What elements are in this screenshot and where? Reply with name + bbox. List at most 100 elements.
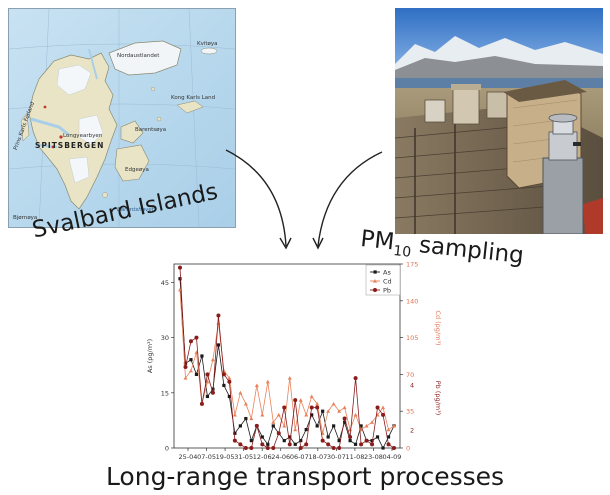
x-tick-label: 24-06 — [271, 453, 290, 461]
map-label-barentshavet: Barentshavet — [117, 207, 154, 213]
point-pb — [315, 405, 320, 410]
legend-marker-as — [373, 270, 377, 274]
right-tick-label: 0 — [406, 445, 410, 453]
point-as — [227, 394, 231, 399]
y-axis-label: As (pg/m³) — [146, 339, 154, 373]
right-minor-tick-label: 4 — [410, 381, 414, 389]
point-as — [189, 358, 193, 362]
x-tick-label: 04-09 — [383, 453, 402, 461]
point-cd — [271, 420, 276, 424]
y-tick-label: 0 — [165, 445, 169, 453]
point-pb — [216, 313, 221, 318]
point-cd — [265, 379, 270, 384]
point-as — [216, 343, 221, 347]
point-cd — [282, 423, 287, 428]
point-cd — [216, 320, 221, 325]
x-tick-label: 19-05 — [216, 453, 235, 461]
point-as — [381, 446, 385, 450]
x-tick-label: 30-07 — [327, 453, 346, 461]
point-pb — [331, 446, 336, 450]
point-cd — [364, 423, 369, 428]
point-as — [266, 442, 270, 446]
point-pb — [304, 442, 309, 447]
arrow-from-map — [225, 149, 287, 247]
point-as — [293, 442, 297, 446]
series-line-cd — [179, 289, 395, 434]
legend-label-cd: Cd — [383, 278, 392, 286]
point-as — [370, 439, 374, 443]
point-pb — [249, 446, 254, 450]
point-as — [332, 424, 336, 428]
point-as — [194, 372, 199, 376]
point-as — [244, 416, 248, 421]
point-as — [326, 435, 330, 439]
point-pb — [392, 446, 396, 450]
point-cd — [331, 401, 336, 406]
point-cd — [243, 401, 248, 406]
point-pb — [265, 446, 270, 450]
point-cd — [238, 390, 243, 395]
right-tick-label: 140 — [406, 297, 418, 305]
point-as — [348, 439, 352, 443]
point-cd — [353, 412, 358, 417]
nordaustlandet-island — [108, 40, 182, 76]
right-tick-label: 175 — [406, 261, 418, 269]
right-tick-label: 105 — [406, 334, 418, 342]
point-as — [178, 277, 182, 281]
point-pb — [287, 442, 292, 447]
point-as — [271, 424, 275, 428]
point-pb — [359, 442, 364, 447]
point-pb — [326, 442, 331, 447]
map-label-nordaustlandet: Nordaustlandet — [117, 53, 160, 59]
pm10-sampling-photo — [395, 8, 603, 234]
pb-axis-label: Pb (pg/m³) — [434, 381, 442, 416]
point-pb — [370, 442, 375, 447]
map-label-barentsoya: Barentsøya — [135, 127, 167, 133]
map-drawing — [9, 9, 235, 227]
point-cd — [392, 423, 396, 428]
point-cd — [337, 409, 342, 413]
point-as — [386, 435, 391, 439]
long-range-transport-label: Long-range transport processes — [105, 462, 505, 491]
point-pb — [342, 416, 347, 421]
right-minor-tick-label: 2 — [410, 427, 414, 435]
point-as — [299, 439, 303, 443]
point-pb — [199, 401, 204, 406]
point-cd — [227, 376, 232, 380]
plot-frame — [173, 263, 401, 449]
point-as — [304, 428, 308, 432]
point-cd — [381, 405, 386, 410]
map-label-spitsbergen: SPITSBERGEN — [35, 141, 105, 150]
pm-text: PM — [359, 226, 396, 256]
x-tick-label: 07-05 — [197, 453, 216, 461]
point-pb — [194, 335, 199, 340]
point-cd — [342, 405, 347, 410]
point-pb — [282, 405, 287, 410]
legend-label-as: As — [383, 269, 391, 277]
y-tick-label: 30 — [161, 334, 169, 342]
point-pb — [348, 434, 353, 439]
point-pb — [188, 339, 193, 344]
point-as — [260, 435, 264, 439]
map-label-longyearbyen: Longyearbyen — [63, 133, 103, 139]
point-pb — [227, 379, 232, 384]
y-tick-label: 15 — [161, 389, 169, 397]
point-pb — [293, 398, 298, 403]
legend-marker-cd — [373, 279, 377, 283]
map-label-kvitoya: Kvitøya — [197, 41, 218, 47]
barentsoya-island — [120, 120, 144, 144]
series-line-pb — [179, 267, 395, 449]
point-cd — [370, 420, 375, 424]
x-tick-label: 12-06 — [253, 453, 272, 461]
legend-marker-pb — [373, 288, 377, 292]
point-pb — [254, 423, 259, 428]
point-cd — [293, 427, 298, 432]
point-pb — [271, 446, 276, 450]
x-tick-label: 11-08 — [345, 453, 364, 461]
point-pb — [353, 376, 358, 381]
point-pb — [238, 442, 243, 447]
point-as — [359, 424, 363, 428]
series-line-as — [179, 278, 395, 449]
map-label-kong-karls-land: Kong Karls Land — [171, 95, 216, 101]
